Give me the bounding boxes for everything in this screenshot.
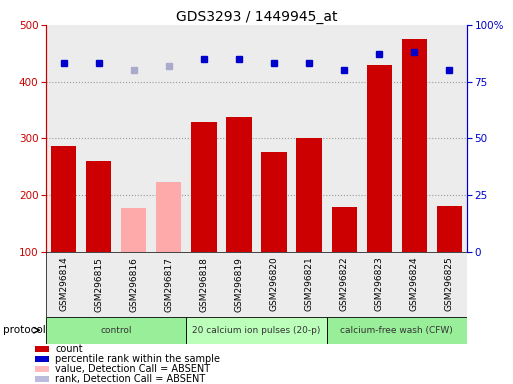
Text: GSM296824: GSM296824 — [410, 257, 419, 311]
Text: protocol: protocol — [3, 325, 45, 335]
Bar — [81, 25, 116, 252]
Bar — [46, 252, 81, 317]
Bar — [46, 317, 186, 344]
Text: GSM296820: GSM296820 — [269, 257, 279, 311]
Bar — [151, 25, 186, 252]
Bar — [256, 25, 291, 252]
Bar — [367, 65, 392, 252]
Text: GSM296818: GSM296818 — [200, 257, 208, 312]
Bar — [222, 25, 256, 252]
Bar — [226, 117, 251, 252]
Bar — [432, 252, 467, 317]
Bar — [397, 252, 432, 317]
Bar — [291, 252, 327, 317]
Bar — [116, 252, 151, 317]
Bar — [331, 207, 357, 252]
Bar — [291, 25, 327, 252]
Text: 20 calcium ion pulses (20-p): 20 calcium ion pulses (20-p) — [192, 326, 321, 335]
Bar — [35, 376, 49, 382]
Bar — [51, 146, 76, 252]
Text: GSM296817: GSM296817 — [164, 257, 173, 312]
Bar — [327, 25, 362, 252]
Text: GSM296825: GSM296825 — [445, 257, 454, 311]
Bar — [362, 25, 397, 252]
Bar — [121, 208, 146, 252]
Text: GSM296814: GSM296814 — [59, 257, 68, 311]
Bar — [156, 182, 182, 252]
Text: value, Detection Call = ABSENT: value, Detection Call = ABSENT — [55, 364, 210, 374]
Text: GSM296822: GSM296822 — [340, 257, 349, 311]
Bar — [256, 252, 291, 317]
Bar — [362, 252, 397, 317]
Bar — [186, 252, 222, 317]
Bar — [191, 122, 216, 252]
Text: percentile rank within the sample: percentile rank within the sample — [55, 354, 220, 364]
Text: GDS3293 / 1449945_at: GDS3293 / 1449945_at — [176, 10, 337, 23]
Bar — [151, 252, 186, 317]
Text: GSM296821: GSM296821 — [305, 257, 313, 311]
Text: GSM296816: GSM296816 — [129, 257, 139, 312]
Text: control: control — [101, 326, 132, 335]
Text: GSM296819: GSM296819 — [234, 257, 244, 312]
Bar — [35, 366, 49, 372]
Bar — [86, 161, 111, 252]
Bar — [397, 25, 432, 252]
Bar — [222, 252, 256, 317]
Text: rank, Detection Call = ABSENT: rank, Detection Call = ABSENT — [55, 374, 206, 384]
Text: GSM296815: GSM296815 — [94, 257, 103, 312]
Bar — [437, 206, 462, 252]
Bar — [402, 39, 427, 252]
Text: calcium-free wash (CFW): calcium-free wash (CFW) — [340, 326, 453, 335]
Bar — [186, 317, 327, 344]
Bar — [35, 356, 49, 362]
Bar — [46, 25, 81, 252]
Text: count: count — [55, 344, 83, 354]
Bar — [116, 25, 151, 252]
Bar — [327, 317, 467, 344]
Bar — [432, 25, 467, 252]
Bar — [262, 152, 287, 252]
Bar — [297, 138, 322, 252]
Bar — [35, 346, 49, 351]
Bar — [186, 25, 222, 252]
Bar — [81, 252, 116, 317]
Bar — [327, 252, 362, 317]
Text: GSM296823: GSM296823 — [374, 257, 384, 311]
